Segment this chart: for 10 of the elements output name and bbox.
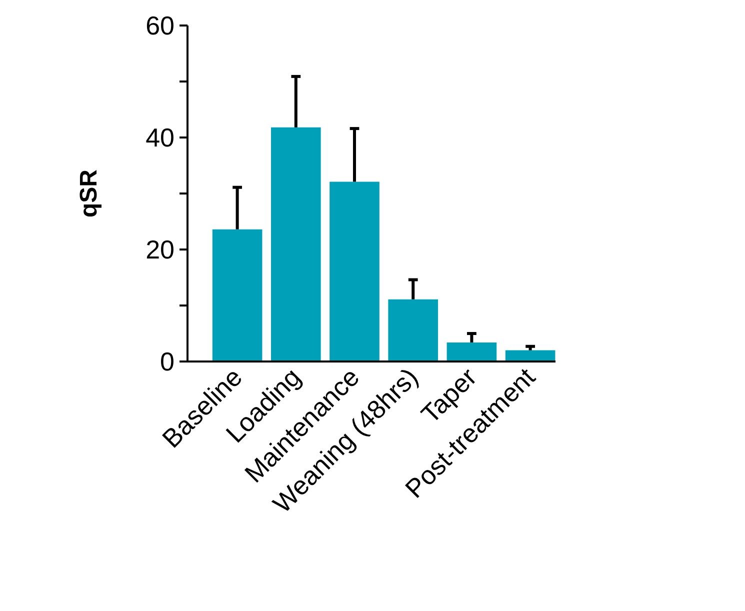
y-tick-label: 0 (160, 346, 175, 376)
y-tick-label: 40 (146, 122, 174, 152)
bar (388, 299, 438, 362)
y-axis-title: qSR (76, 170, 103, 218)
y-tick-label: 20 (146, 234, 174, 264)
bar (271, 127, 321, 362)
bar (330, 182, 380, 362)
y-tick-label: 60 (146, 10, 174, 40)
bar (212, 229, 262, 362)
bar (446, 342, 497, 362)
